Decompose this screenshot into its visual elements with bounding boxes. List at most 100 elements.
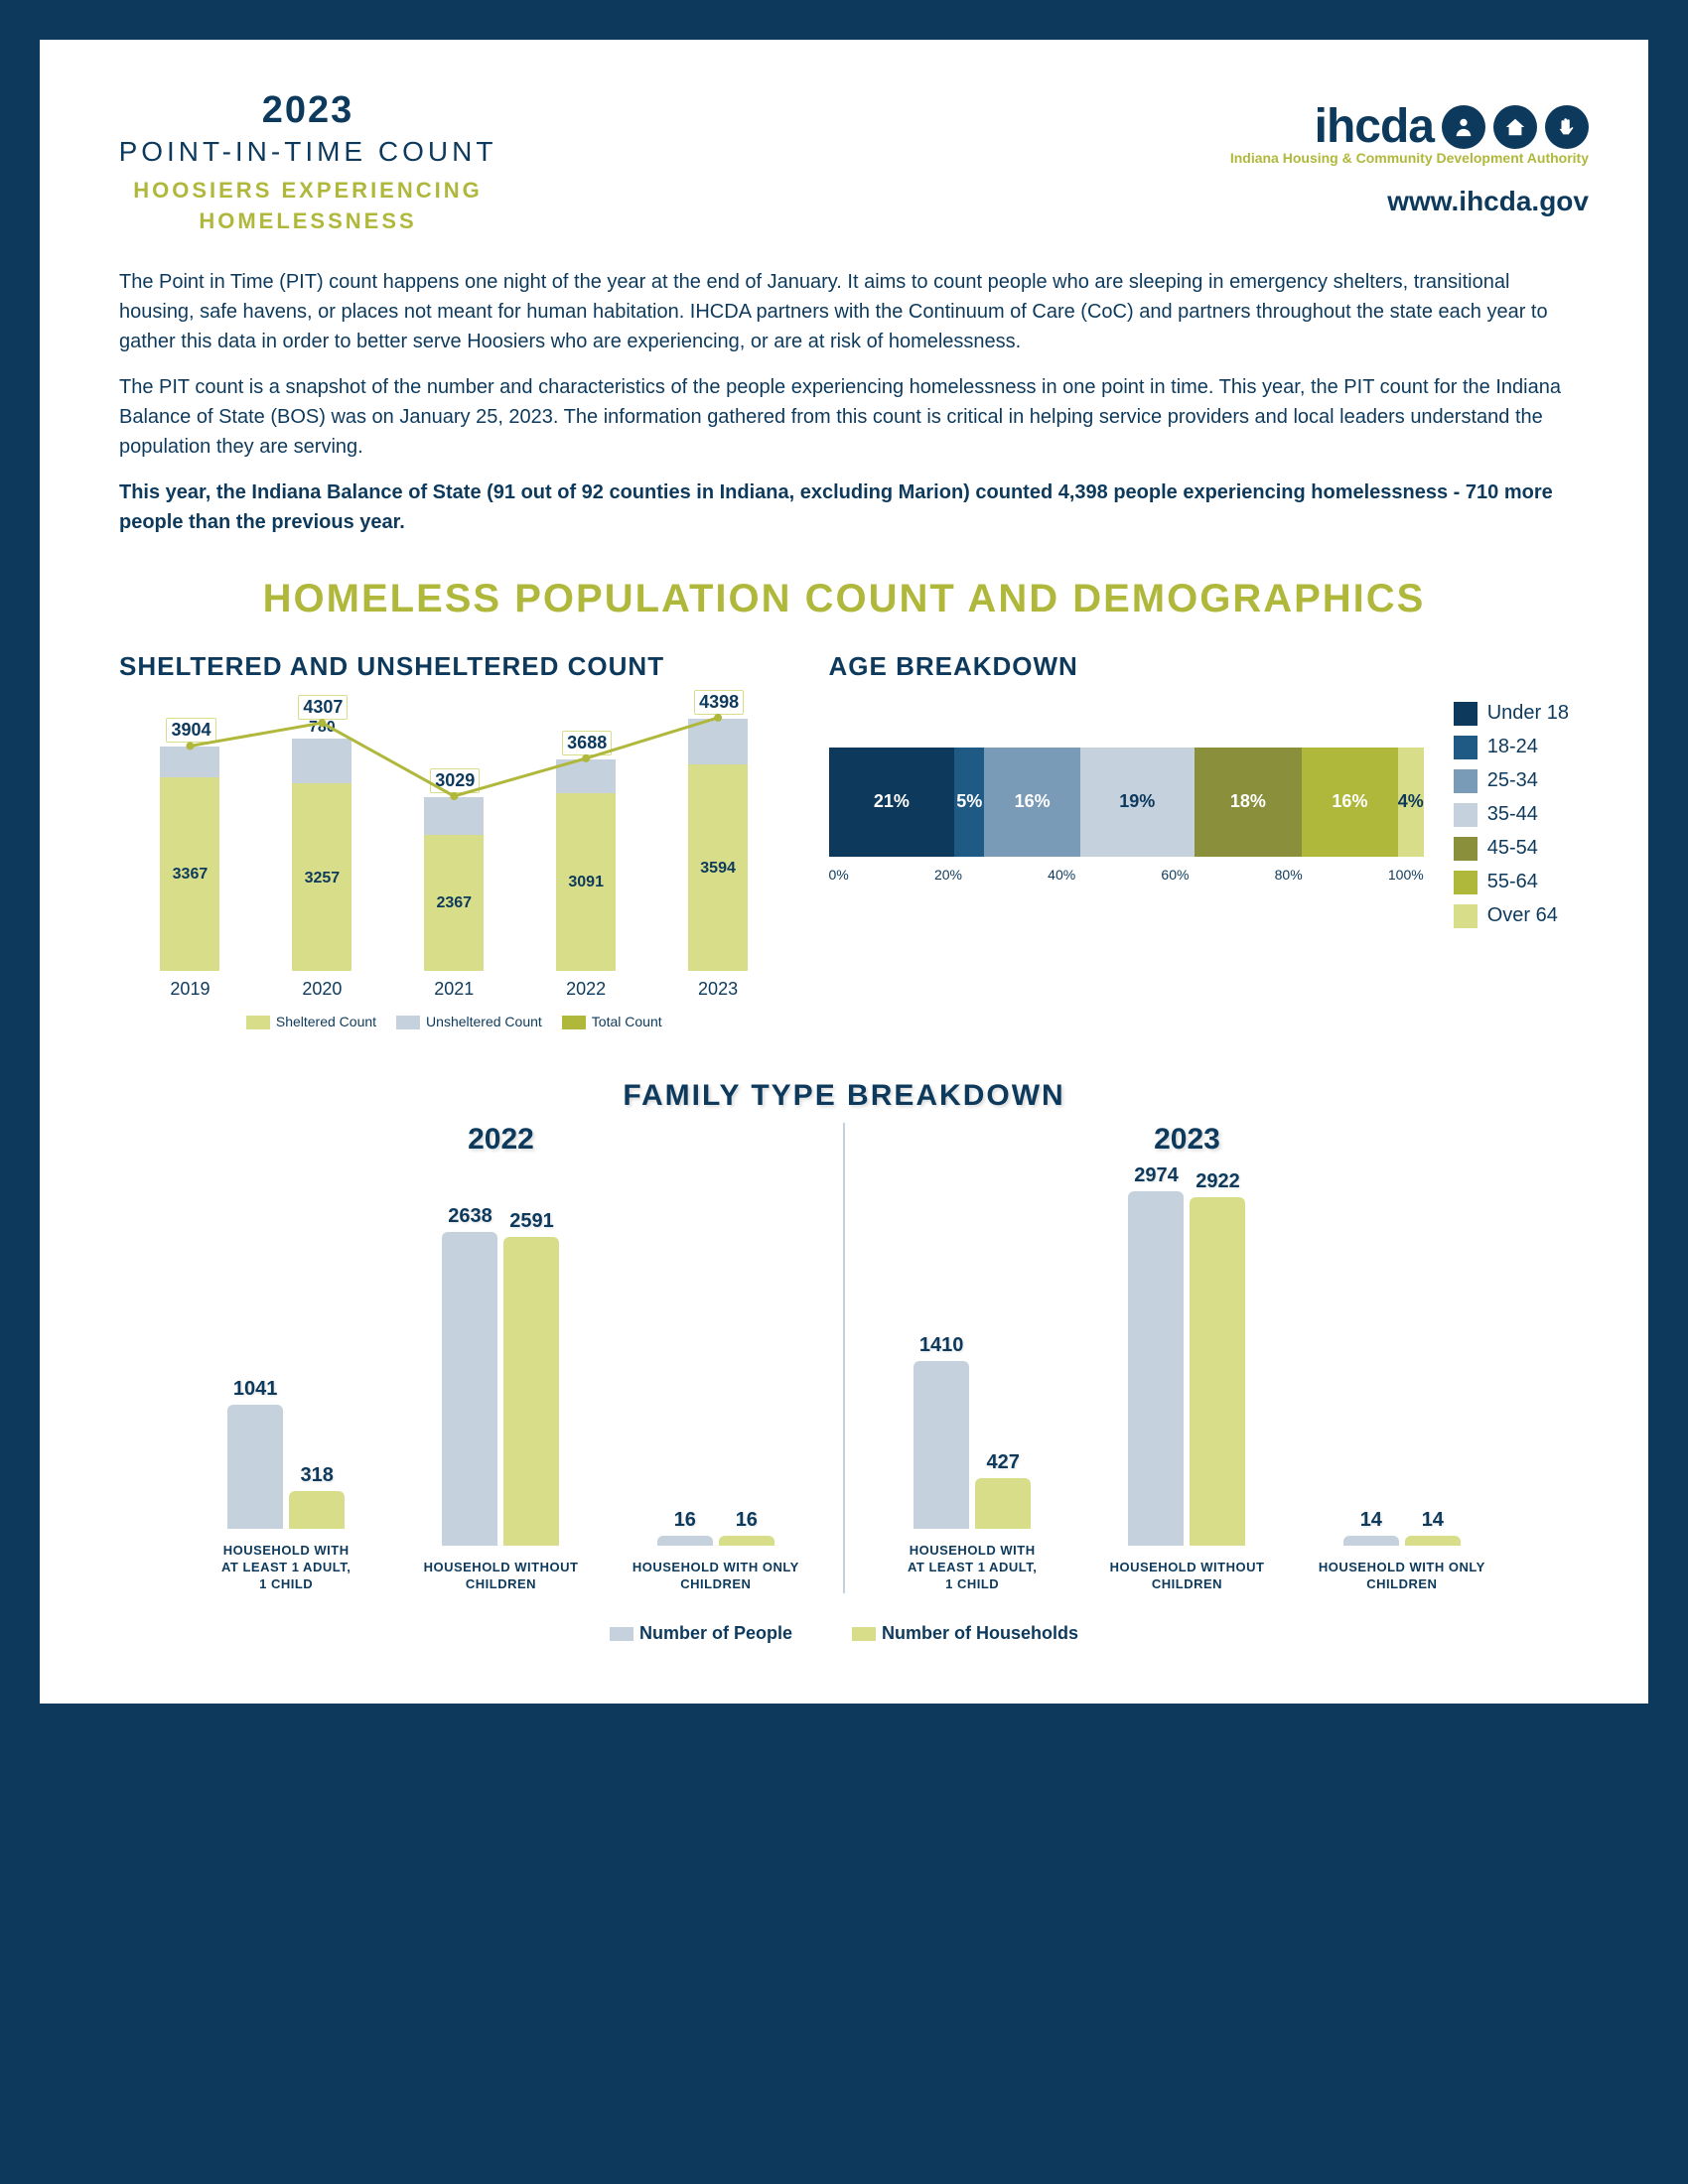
legend-swatch [1454, 736, 1477, 759]
households-value: 2922 [1196, 1170, 1240, 1193]
chart-row: SHELTERED AND UNSHELTERED COUNT 33675372… [99, 651, 1589, 1029]
family-category: HOUSEHOLD WITHAT LEAST 1 ADULT,1 CHILD [221, 1543, 351, 1593]
legend-label: 35-44 [1487, 803, 1538, 826]
people-value: 2638 [448, 1205, 492, 1228]
sheltered-value: 3091 [568, 874, 604, 891]
legend-swatch [1454, 904, 1477, 928]
age-legend: Under 1818-2425-3435-4445-5455-64Over 64 [1454, 702, 1569, 928]
intro-paragraph-2: The PIT count is a snapshot of the numbe… [99, 372, 1589, 462]
legend-label: 18-24 [1487, 736, 1538, 758]
legend-swatch [1454, 702, 1477, 726]
section-title: HOMELESS POPULATION COUNT AND DEMOGRAPHI… [99, 577, 1589, 621]
sheltered-value: 2367 [436, 894, 472, 912]
households-bar [289, 1491, 345, 1529]
report-title: POINT-IN-TIME COUNT [99, 136, 516, 168]
legend-label: 25-34 [1487, 769, 1538, 792]
year-col: 33675372019 [139, 747, 241, 1000]
total-value: 4398 [694, 690, 744, 715]
age-legend-row: Over 64 [1454, 904, 1569, 928]
age-chart-box: AGE BREAKDOWN 21%5%16%19%18%16%4% 0%20%4… [829, 651, 1570, 1029]
total-value: 3029 [430, 768, 480, 793]
header-right: ihcda Indiana Housing & Community Develo… [1230, 89, 1589, 217]
legend-swatch [1454, 837, 1477, 861]
age-segment: 16% [1302, 748, 1398, 857]
unsheltered-bar [292, 739, 352, 783]
family-category: HOUSEHOLD WITH ONLYCHILDREN [633, 1560, 799, 1593]
family-category: HOUSEHOLD WITHAT LEAST 1 ADULT,1 CHILD [908, 1543, 1037, 1593]
legend-label: Over 64 [1487, 904, 1558, 927]
family-year-2023: 2023 [875, 1123, 1499, 1157]
people-value: 1041 [233, 1378, 278, 1401]
age-segment: 18% [1195, 748, 1303, 857]
age-segment: 5% [954, 748, 984, 857]
unsheltered-value: 780 [309, 719, 336, 737]
age-legend-row: 55-64 [1454, 871, 1569, 894]
people-bar [1128, 1191, 1184, 1546]
family-group: 2974 2922 HOUSEHOLD WITHOUTCHILDREN [1089, 1164, 1284, 1593]
sheltered-value: 3367 [173, 866, 209, 884]
year-col: 32577802020 [271, 739, 373, 999]
households-value: 427 [986, 1451, 1019, 1474]
people-value: 2974 [1134, 1164, 1179, 1187]
sheltered-chart-title: SHELTERED AND UNSHELTERED COUNT [119, 651, 789, 682]
family-category: HOUSEHOLD WITH ONLYCHILDREN [1319, 1560, 1485, 1593]
sheltered-chart-box: SHELTERED AND UNSHELTERED COUNT 33675372… [119, 651, 789, 1029]
households-value: 318 [300, 1464, 333, 1487]
unsheltered-bar [160, 747, 219, 777]
people-bar [227, 1405, 283, 1529]
age-segment: 16% [984, 748, 1080, 857]
family-chart-2023: 1410 427 HOUSEHOLD WITHAT LEAST 1 ADULT,1 … [875, 1176, 1499, 1593]
households-bar [719, 1536, 774, 1546]
people-value: 1410 [919, 1334, 964, 1357]
family-group: 26382591HOUSEHOLD WITHOUTCHILDREN [403, 1205, 598, 1593]
year-col: 23676622021 [403, 797, 505, 1000]
legend-swatch [1454, 803, 1477, 827]
age-axis: 0%20%40%60%80%100% [829, 867, 1424, 883]
people-value: 14 [1360, 1509, 1382, 1532]
family-legend: Number of People Number of Households [99, 1623, 1589, 1644]
year-label: 2023 [698, 979, 738, 1000]
age-strip: 21%5%16%19%18%16%4% [829, 748, 1424, 857]
year-col: 35948042023 [667, 719, 770, 1000]
legend-swatch [1454, 769, 1477, 793]
people-bar [914, 1361, 969, 1529]
year-label: 2020 [302, 979, 342, 1000]
family-row: 2022 1041 318 HOUSEHOLD WITHAT LEAST 1 ADU… [99, 1123, 1589, 1593]
households-bar [503, 1237, 559, 1546]
family-chart-2022: 1041 318 HOUSEHOLD WITHAT LEAST 1 ADULT,1 … [189, 1176, 813, 1593]
age-chart-title: AGE BREAKDOWN [829, 651, 1570, 682]
family-title: FAMILY TYPE BREAKDOWN [99, 1079, 1589, 1113]
family-group: 1410 427 HOUSEHOLD WITHAT LEAST 1 ADULT,1 … [875, 1334, 1069, 1593]
family-group: 1041 318 HOUSEHOLD WITHAT LEAST 1 ADULT,1 … [189, 1378, 383, 1593]
intro-paragraph-1: The Point in Time (PIT) count happens on… [99, 267, 1589, 356]
family-category: HOUSEHOLD WITHOUTCHILDREN [424, 1560, 579, 1593]
legend-label: 55-64 [1487, 871, 1538, 893]
households-value: 16 [736, 1509, 758, 1532]
family-category: HOUSEHOLD WITHOUTCHILDREN [1110, 1560, 1265, 1593]
header-left: 2023 POINT-IN-TIME COUNT HOOSIERS EXPERI… [99, 89, 516, 237]
logo-tagline: Indiana Housing & Community Development … [1230, 150, 1589, 166]
age-chart: 21%5%16%19%18%16%4% 0%20%40%60%80%100% U… [829, 702, 1570, 928]
family-group: 1616HOUSEHOLD WITH ONLYCHILDREN [619, 1509, 813, 1593]
age-legend-row: 35-44 [1454, 803, 1569, 827]
sheltered-value: 3257 [305, 870, 341, 887]
age-segment: 19% [1080, 748, 1195, 857]
age-legend-row: 25-34 [1454, 769, 1569, 793]
legend-label: 45-54 [1487, 837, 1538, 860]
people-bar [442, 1232, 497, 1547]
age-segment: 21% [829, 748, 955, 857]
intro-paragraph-3: This year, the Indiana Balance of State … [99, 478, 1589, 537]
logo-text: ihcda [1315, 99, 1434, 154]
logo-hand-icon [1545, 105, 1589, 149]
legend-swatch [1454, 871, 1477, 894]
people-bar [1343, 1536, 1399, 1546]
year-label: 2019 [170, 979, 210, 1000]
logo-row: ihcda [1230, 99, 1589, 154]
family-year-2022: 2022 [189, 1123, 813, 1157]
sheltered-value: 3594 [700, 860, 736, 878]
age-legend-row: 45-54 [1454, 837, 1569, 861]
header: 2023 POINT-IN-TIME COUNT HOOSIERS EXPERI… [99, 89, 1589, 237]
logo-person-icon [1442, 105, 1485, 149]
family-2022: 2022 1041 318 HOUSEHOLD WITHAT LEAST 1 ADU… [159, 1123, 843, 1593]
year-label: 2021 [434, 979, 474, 1000]
